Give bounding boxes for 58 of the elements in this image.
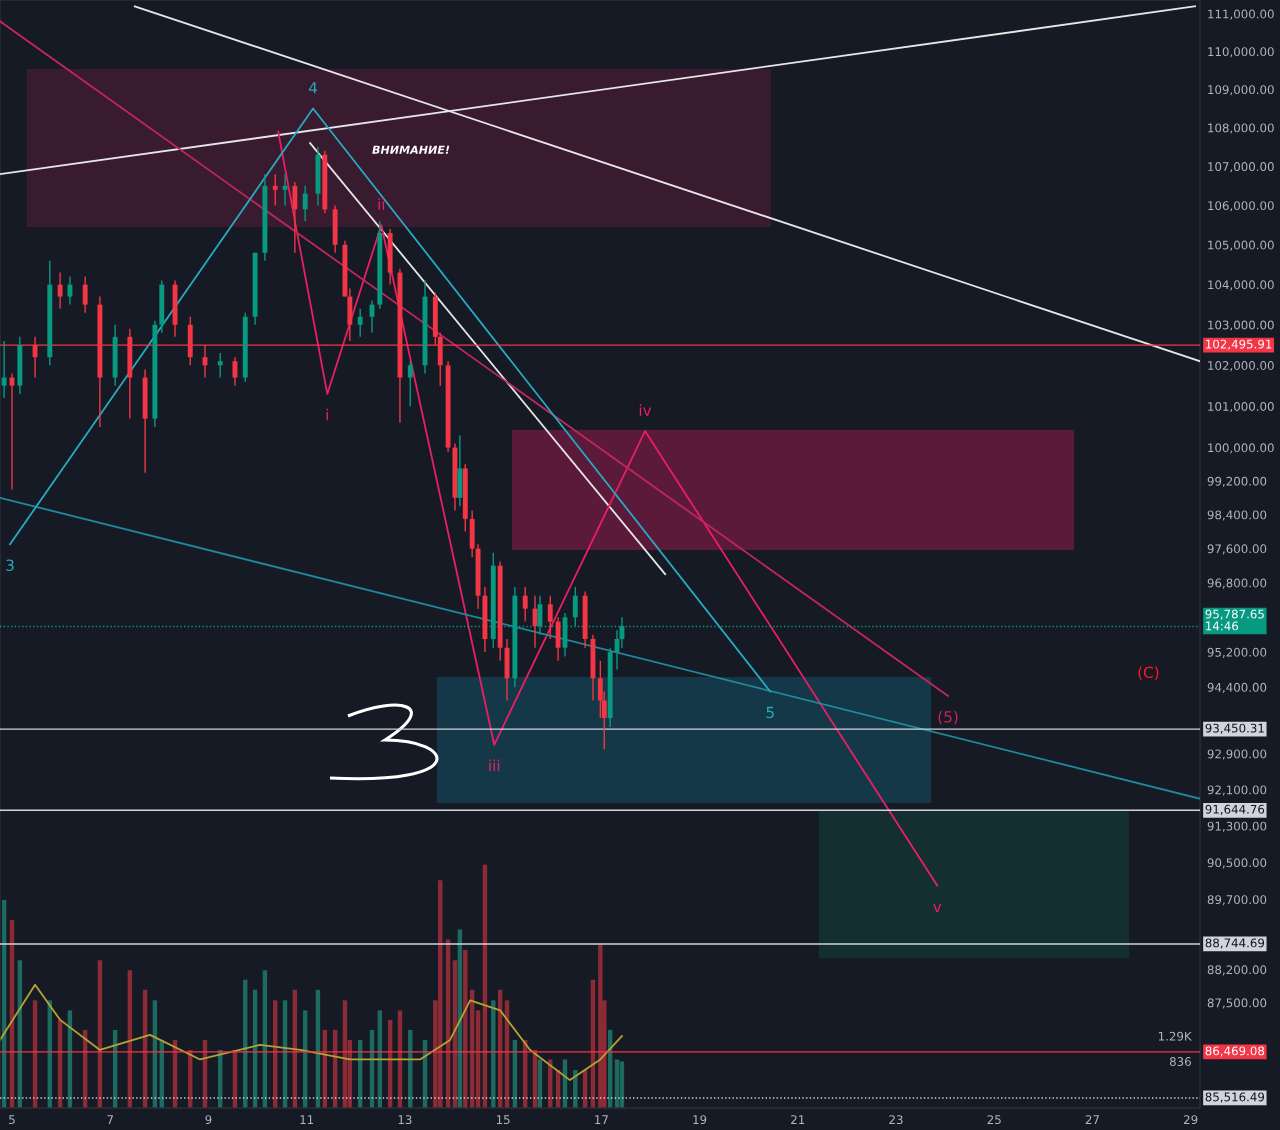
annotation: 4 (308, 82, 318, 94)
y-tick-label: 87,500.00 (1207, 998, 1267, 1009)
y-tick-label: 91,300.00 (1207, 821, 1267, 832)
y-tick-label: 109,000.00 (1208, 85, 1274, 96)
y-tick-label: 99,200.00 (1207, 476, 1267, 487)
x-tick-label: 7 (107, 1115, 113, 1124)
annotation: iii (489, 759, 500, 772)
annotation: 5 (766, 706, 774, 719)
y-tick-label: 97,600.00 (1207, 544, 1267, 555)
y-tick-label: 98,400.00 (1207, 510, 1267, 521)
annotation: iv (639, 404, 652, 416)
x-tick-label: 9 (205, 1115, 212, 1125)
y-tick-label: 105,000.00 (1208, 240, 1274, 251)
ref-line-label: 86,469.08 (1205, 1046, 1265, 1057)
x-tick-label: 27 (1085, 1115, 1099, 1124)
annotation: (5) (938, 710, 958, 725)
y-tick-label: 94,400.00 (1207, 682, 1267, 694)
annotation: (C) (1138, 666, 1159, 680)
x-tick-label: 15 (496, 1115, 510, 1125)
annotation: ii (378, 198, 385, 210)
y-tick-label: 102,000.00 (1208, 361, 1274, 372)
x-tick-label: 11 (300, 1115, 314, 1124)
y-tick-label: 95,200.00 (1207, 647, 1267, 658)
x-tick-label: 17 (595, 1115, 608, 1124)
annotation: ВНИМАНИЕ! (372, 145, 450, 154)
annotation: v (933, 903, 942, 912)
y-tick-label: 110,000.00 (1208, 47, 1274, 58)
y2-tick-label: 1.29K (1158, 1031, 1192, 1041)
ref-line-label: 93,450.31 (1205, 723, 1264, 734)
x-tick-label: 29 (1184, 1115, 1198, 1125)
annotation: 3 (6, 559, 14, 571)
ref-line-label: 91,644.76 (1205, 804, 1265, 815)
y-tick-label: 89,700.00 (1207, 895, 1267, 906)
y-tick-label: 92,900.00 (1207, 749, 1267, 760)
x-tick-label: 5 (9, 1115, 15, 1125)
y-tick-label: 90,500.00 (1207, 858, 1267, 869)
x-tick-label: 13 (398, 1115, 412, 1125)
y-tick-label: 100,000.00 (1208, 443, 1274, 454)
y-tick-label: 106,000.00 (1208, 201, 1274, 212)
x-tick-label: 23 (889, 1115, 903, 1125)
y-tick-label: 103,000.00 (1208, 320, 1274, 331)
ref-line-label: 95,787.65 14:46 (1205, 609, 1264, 631)
y-tick-label: 92,100.00 (1207, 785, 1267, 796)
y-tick-label: 107,000.00 (1208, 162, 1274, 173)
y-tick-label: 108,000.00 (1208, 123, 1274, 134)
ref-line-label: 102,495.91 (1206, 339, 1272, 350)
ref-line-label: 88,744.69 (1205, 938, 1265, 949)
y-tick-label: 96,800.00 (1207, 578, 1267, 589)
y-tick-label: 101,000.00 (1208, 401, 1274, 413)
x-tick-label: 25 (987, 1115, 1001, 1125)
y-tick-label: 111,000.00 (1208, 9, 1274, 20)
y2-tick-label: 836 (1169, 1057, 1191, 1067)
annotation: i (326, 408, 328, 421)
y-tick-label: 104,000.00 (1208, 280, 1274, 291)
x-tick-label: 19 (693, 1115, 707, 1125)
ref-line-label: 85,516.49 (1205, 1092, 1265, 1103)
y-tick-label: 88,200.00 (1207, 965, 1267, 976)
x-tick-label: 21 (791, 1115, 805, 1124)
